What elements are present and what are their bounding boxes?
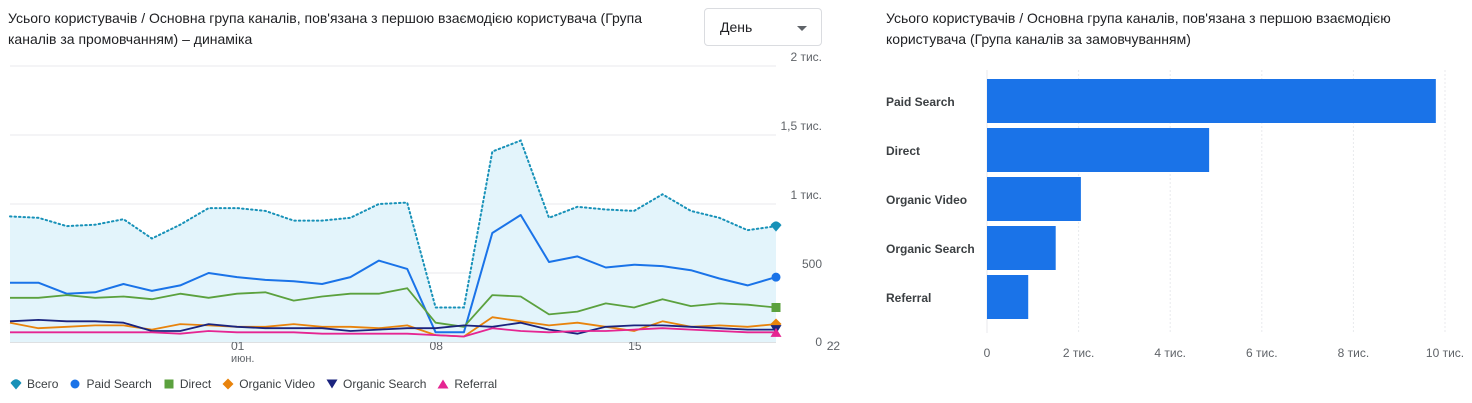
legend-item[interactable]: Direct bbox=[163, 377, 211, 391]
x-month-label: июн. bbox=[231, 353, 255, 365]
series-end-marker bbox=[771, 303, 781, 312]
series-end-marker bbox=[770, 221, 782, 232]
y-tick-label: 0 bbox=[815, 335, 822, 349]
legend-label: Всего bbox=[27, 377, 59, 391]
x-tick-label: 8 тис. bbox=[1338, 346, 1370, 360]
legend-marker-icon bbox=[10, 379, 22, 390]
series-end-marker bbox=[771, 272, 781, 282]
x-tick-label: 08 bbox=[430, 339, 444, 353]
x-tick-label: 22 bbox=[827, 339, 840, 353]
y-tick-label: 1 тис. bbox=[790, 188, 822, 202]
legend-marker-icon bbox=[70, 379, 80, 389]
bar bbox=[987, 79, 1436, 123]
category-label: Paid Search bbox=[886, 95, 955, 109]
x-tick-label: 10 тис. bbox=[1426, 346, 1464, 360]
line-chart-legend: Всего Paid Search Direct Organic Video Organ… bbox=[10, 377, 508, 391]
y-tick-label: 1,5 тис. bbox=[780, 119, 822, 133]
dropdown-arrow-icon bbox=[797, 26, 807, 31]
bar-chart-title: Усього користувачів / Основна група кана… bbox=[886, 10, 1391, 47]
x-tick-label: 15 bbox=[628, 339, 642, 353]
x-tick-label: 6 тис. bbox=[1246, 346, 1278, 360]
bar bbox=[987, 128, 1210, 172]
x-tick-label: 0 bbox=[984, 346, 991, 360]
series-line bbox=[10, 214, 777, 334]
series-line-total bbox=[9, 139, 777, 309]
legend-label: Direct bbox=[179, 377, 212, 391]
legend-marker-icon bbox=[326, 379, 338, 389]
legend-item[interactable]: Всего bbox=[10, 377, 58, 391]
legend-item[interactable]: Referral bbox=[437, 377, 497, 391]
y-tick-label: 500 bbox=[802, 257, 822, 271]
x-tick-label: 2 тис. bbox=[1063, 346, 1095, 360]
legend-label: Organic Search bbox=[343, 377, 427, 391]
granularity-dropdown[interactable]: День bbox=[704, 8, 822, 46]
bar bbox=[987, 226, 1056, 270]
series-line bbox=[9, 319, 776, 335]
legend-marker-icon bbox=[222, 378, 234, 390]
category-label: Direct bbox=[886, 144, 920, 158]
legend-item[interactable]: Organic Video bbox=[222, 377, 315, 391]
granularity-value: День bbox=[720, 19, 753, 35]
legend-marker-icon bbox=[437, 379, 449, 389]
legend-item[interactable]: Paid Search bbox=[69, 377, 152, 391]
bar bbox=[987, 275, 1029, 319]
x-tick-label: 01 bbox=[231, 339, 245, 353]
category-label: Organic Search bbox=[886, 242, 975, 256]
y-tick-label: 2 тис. bbox=[790, 50, 822, 64]
x-tick-label: 4 тис. bbox=[1154, 346, 1186, 360]
category-label: Organic Video bbox=[886, 193, 967, 207]
total-area-fill bbox=[10, 140, 776, 342]
legend-label: Referral bbox=[454, 377, 498, 391]
series-line bbox=[10, 327, 776, 338]
legend-label: Organic Video bbox=[239, 377, 316, 391]
series-line bbox=[10, 287, 777, 328]
legend-marker-icon bbox=[164, 379, 174, 389]
legend-label: Paid Search bbox=[86, 377, 152, 391]
line-chart-title: Усього користувачів / Основна група кана… bbox=[8, 10, 643, 47]
series-end-marker bbox=[770, 327, 782, 337]
bar bbox=[987, 177, 1081, 221]
legend-item[interactable]: Organic Search bbox=[326, 377, 426, 391]
category-label: Referral bbox=[886, 291, 931, 305]
